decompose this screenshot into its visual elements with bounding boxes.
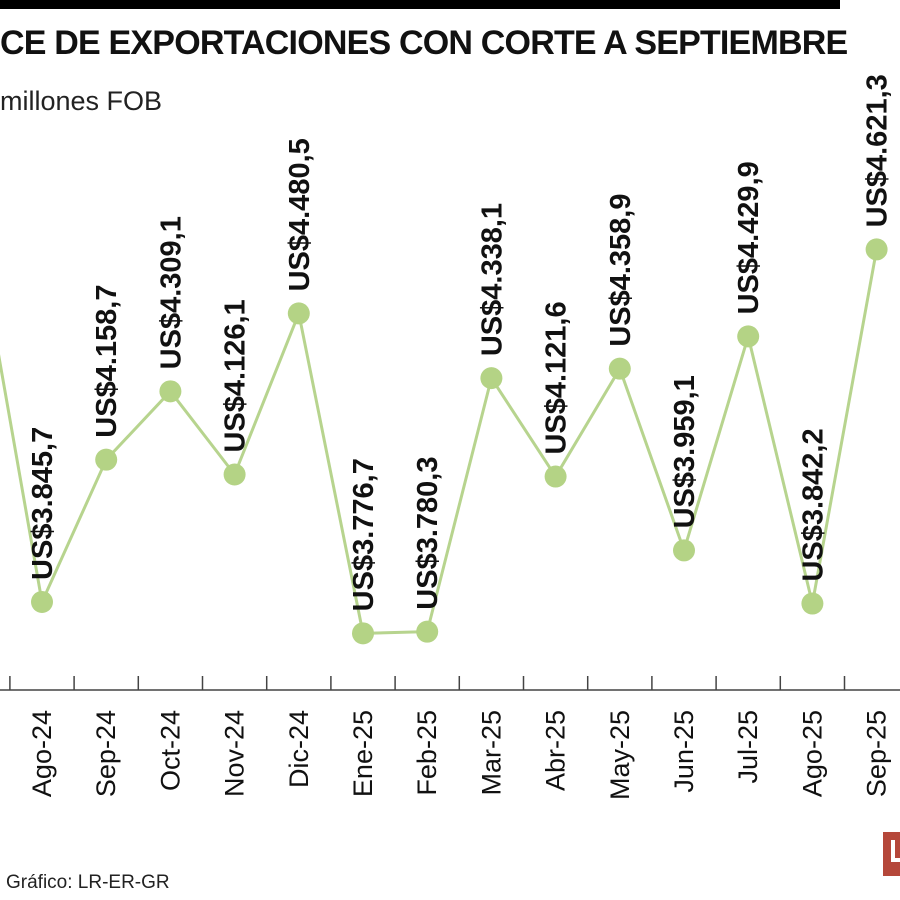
data-label: US$4.121,6 bbox=[541, 301, 573, 454]
x-tick-label: Dic-24 bbox=[284, 710, 314, 788]
x-tick-label: Sep-24 bbox=[91, 710, 121, 797]
data-point bbox=[159, 380, 182, 403]
x-tick-label: Ene-25 bbox=[348, 710, 378, 797]
data-label: US$3.959,1 bbox=[669, 375, 701, 528]
data-label: US$4.621,3 bbox=[862, 74, 894, 227]
data-label: US$4.309,1 bbox=[155, 216, 187, 369]
chart-subtitle: millones FOB bbox=[0, 86, 163, 116]
x-tick-label: Jul-25 bbox=[733, 710, 763, 784]
data-label: US$4.338,1 bbox=[476, 203, 508, 356]
data-labels: US$3.845,7 US$4.158,7 US$4.309,1 US$4.126,1… bbox=[27, 74, 894, 611]
data-point bbox=[801, 592, 824, 615]
data-point bbox=[673, 539, 695, 562]
data-label: US$3.842,2 bbox=[797, 428, 829, 581]
x-tick-label: Mar-25 bbox=[476, 710, 506, 796]
x-tick-label: Nov-24 bbox=[220, 710, 250, 797]
chart-title: CE DE EXPORTACIONES CON CORTE A SEPTIEMB… bbox=[0, 24, 848, 62]
data-point bbox=[416, 620, 439, 643]
x-tick-label: Feb-25 bbox=[412, 710, 442, 796]
data-point bbox=[352, 622, 374, 645]
data-label: US$4.358,9 bbox=[605, 194, 637, 347]
data-point bbox=[223, 463, 246, 486]
x-tick-label: Sep-25 bbox=[862, 710, 892, 797]
x-tick-label: Ago-24 bbox=[27, 710, 57, 797]
data-label: US$4.158,7 bbox=[91, 285, 123, 438]
top-rule bbox=[0, 0, 840, 9]
data-point bbox=[287, 302, 310, 325]
x-tick-label: May-25 bbox=[605, 710, 635, 800]
x-axis-ticks bbox=[9, 676, 846, 690]
data-label: US$3.780,3 bbox=[412, 457, 444, 610]
x-tick-label: Oct-24 bbox=[155, 710, 185, 791]
data-point bbox=[865, 238, 888, 261]
data-point bbox=[608, 357, 631, 380]
data-point bbox=[480, 367, 503, 390]
data-label: US$3.845,7 bbox=[27, 427, 59, 580]
x-tick-labels: Ago-24 Sep-24 Oct-24 Nov-24 Dic-24 Ene-25 Feb-… bbox=[27, 710, 892, 800]
data-points bbox=[31, 238, 888, 645]
data-label: US$4.126,1 bbox=[220, 299, 252, 452]
source-credit: Gráfico: LR-ER-GR bbox=[6, 872, 170, 893]
data-point bbox=[737, 325, 760, 348]
data-point bbox=[544, 465, 567, 488]
data-point bbox=[31, 590, 53, 613]
data-label: US$4.429,9 bbox=[733, 161, 765, 314]
publisher-logo bbox=[883, 832, 900, 876]
data-point bbox=[95, 448, 118, 471]
x-tick-label: Ago-25 bbox=[797, 710, 827, 797]
data-label: US$4.480,5 bbox=[284, 138, 316, 291]
x-tick-label: Abr-25 bbox=[541, 710, 571, 791]
data-label: US$3.776,7 bbox=[348, 458, 380, 611]
x-tick-label: Jun-25 bbox=[669, 710, 699, 793]
